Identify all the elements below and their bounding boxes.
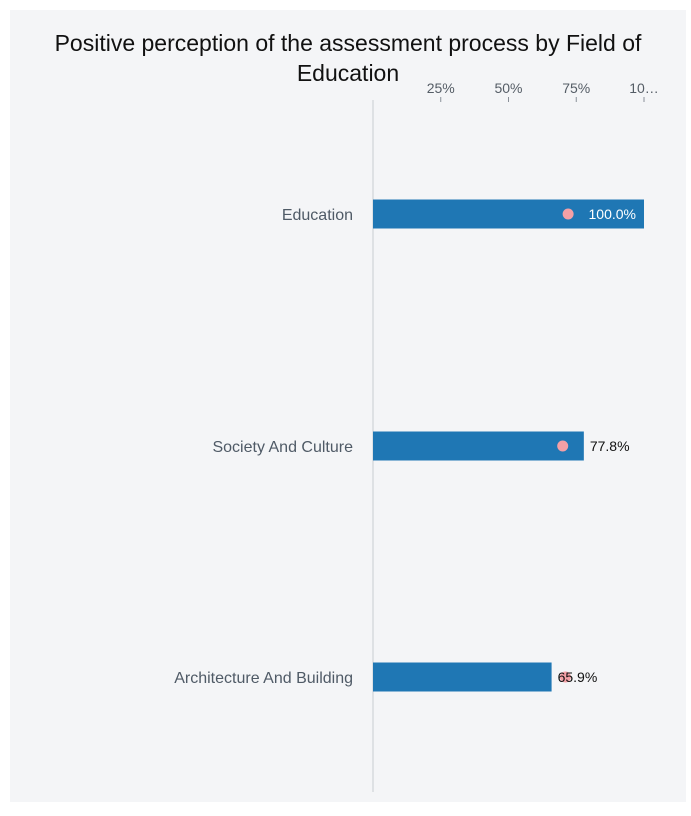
bar <box>373 199 644 229</box>
chart-panel: Positive perception of the assessment pr… <box>10 10 686 802</box>
category-label: Society And Culture <box>212 439 353 456</box>
bar-chart: 25% 50% 75% 10… Education 100.0% Society And C… <box>174 80 659 792</box>
value-label: 100.0% <box>589 206 636 222</box>
marker-dot <box>559 671 571 683</box>
marker-dot <box>557 440 569 452</box>
category-label: Education <box>282 207 353 224</box>
bar <box>373 431 584 461</box>
chart-title: Positive perception of the assessment pr… <box>54 30 642 86</box>
x-tick-label: 10… <box>629 80 659 96</box>
value-label: 77.8% <box>590 438 630 454</box>
value-label: 65.9% <box>558 669 598 685</box>
category-label: Architecture And Building <box>174 670 353 687</box>
bar <box>373 662 552 692</box>
marker-dot <box>562 208 574 220</box>
x-tick-label: 25% <box>427 80 455 96</box>
x-tick-label: 75% <box>562 80 590 96</box>
x-tick-label: 50% <box>494 80 522 96</box>
